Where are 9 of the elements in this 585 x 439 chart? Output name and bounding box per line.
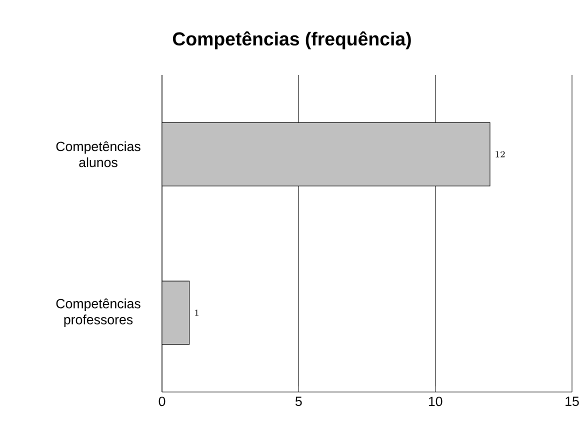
data-label: 1	[195, 310, 198, 316]
x-tick-label: 0	[158, 396, 166, 406]
data-label: 12	[496, 151, 505, 158]
x-tick-label: 10	[428, 396, 442, 406]
y-tick-label: Competências professores	[56, 298, 140, 327]
x-tick-label: 15	[566, 396, 579, 406]
chart-title: Competências (frequência)	[172, 31, 411, 50]
y-tick-label: Competências alunos	[56, 141, 140, 168]
x-tick-label: 5	[296, 396, 302, 406]
